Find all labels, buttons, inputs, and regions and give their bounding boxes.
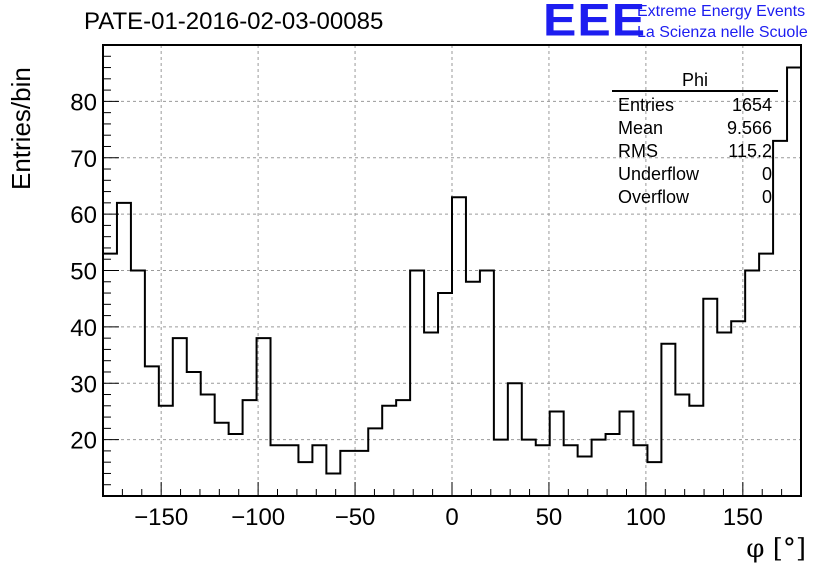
- stats-label: Overflow: [618, 187, 690, 207]
- y-tick-labels: 20 30 40 50 60 70 80: [70, 89, 97, 454]
- stats-value: 0: [761, 164, 772, 184]
- stats-label: Mean: [618, 118, 664, 138]
- stats-row-underflow: Underflow 0: [612, 163, 778, 186]
- histogram-outline: [103, 66, 801, 475]
- stats-row-mean: Mean 9.566: [612, 117, 778, 140]
- y-tick-label: 20: [70, 428, 97, 455]
- y-axis-label: Entries/bin: [6, 67, 36, 190]
- stats-value: 1654: [731, 95, 772, 115]
- stats-label: RMS: [618, 141, 658, 161]
- x-tick-label: −50: [335, 504, 376, 531]
- axis-ticks: [102, 44, 802, 496]
- stats-row-overflow: Overflow 0: [612, 186, 778, 209]
- y-tick-label: 70: [70, 146, 97, 173]
- chart-title: PATE-01-2016-02-03-00085: [84, 8, 384, 35]
- y-tick-label: 50: [70, 259, 97, 286]
- logo-line-2: La Scienza nelle Scuole: [637, 24, 808, 41]
- stats-title: Phi: [612, 70, 778, 92]
- stats-box: Phi Entries 1654 Mean 9.566 RMS 115.2 Un…: [612, 70, 778, 209]
- eee-logo: EEE: [543, 0, 647, 46]
- x-tick-label: 150: [723, 504, 763, 531]
- x-tick-labels: −150 −100 −50 0 50 100 150: [134, 504, 763, 531]
- x-tick-label: 0: [445, 504, 458, 531]
- y-tick-label: 80: [70, 89, 97, 116]
- x-tick-label: 50: [536, 504, 563, 531]
- x-axis-label: φ [°]: [746, 534, 806, 564]
- stats-value: 115.2: [728, 141, 772, 161]
- x-tick-label: 100: [626, 504, 666, 531]
- stats-row-rms: RMS 115.2: [612, 140, 778, 163]
- stats-row-entries: Entries 1654: [612, 94, 778, 117]
- logo-line-1: Extreme Energy Events: [637, 3, 806, 20]
- x-tick-label: −100: [231, 504, 285, 531]
- y-tick-label: 60: [70, 202, 97, 229]
- y-tick-label: 40: [70, 315, 97, 342]
- stats-label: Entries: [618, 95, 675, 115]
- stats-label: Underflow: [618, 164, 700, 184]
- stats-value: 9.566: [726, 118, 772, 138]
- x-tick-label: −150: [134, 504, 188, 531]
- stats-value: 0: [761, 187, 772, 207]
- y-tick-label: 30: [70, 371, 97, 398]
